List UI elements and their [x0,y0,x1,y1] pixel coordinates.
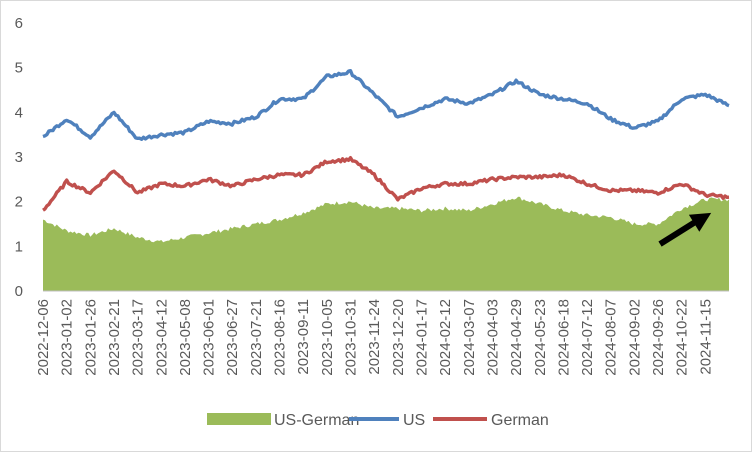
x-tick-label: 2024-08-07 [603,299,620,376]
legend-label: German [491,412,549,429]
x-tick-label: 2023-08-16 [272,299,289,376]
x-tick-label: 2024-05-23 [532,299,549,376]
legend-label: US [403,412,425,429]
x-tick-label: 2023-11-24 [366,299,383,375]
x-tick-label: 2023-10-05 [319,299,336,376]
legend-label: US-German [274,412,359,429]
x-tick-label: 2024-06-18 [555,299,572,376]
y-tick-label: 5 [15,60,23,77]
legend-item-german: German [433,412,549,429]
x-tick-label: 2024-04-03 [484,299,501,376]
y-tick-label: 2 [15,194,23,211]
legend-swatch [207,413,271,425]
series-area-us-german [43,196,729,291]
area-layer [43,196,729,291]
x-tick-label: 2024-02-12 [437,299,454,376]
x-tick-label: 2023-02-21 [106,299,123,376]
x-tick-label: 2023-07-21 [248,299,265,376]
x-tick-label: 2024-01-17 [413,299,430,376]
y-tick-label: 1 [15,238,23,255]
y-tick-label: 4 [15,104,23,121]
x-tick-label: 2023-12-20 [390,299,407,376]
x-tick-label: 2024-09-02 [626,299,643,376]
x-tick-label: 2023-03-17 [130,299,147,376]
y-tick-label: 3 [15,149,23,166]
y-tick-label: 6 [15,15,23,32]
x-tick-label: 2023-10-31 [343,299,360,376]
y-tick-label: 0 [15,283,23,300]
x-tick-label: 2024-04-29 [508,299,525,376]
x-tick-label: 2023-05-08 [177,299,194,376]
y-tick-labels: 0 1 2 3 4 5 6 [15,15,23,300]
x-tick-label: 2024-11-15 [697,299,714,375]
x-tick-label: 2023-01-02 [59,299,76,376]
series-line-german [42,156,730,212]
legend: US-German US German [207,412,549,429]
x-tick-label: 2023-06-27 [224,299,241,376]
x-tick-label: 2023-09-11 [295,299,312,375]
arrow-shaft [658,218,699,247]
legend-item-us: US [349,412,425,429]
x-tick-label: 2023-01-26 [82,299,99,376]
arrow-head [688,212,712,232]
arrow-annotation [658,212,712,247]
x-tick-label: 2024-03-07 [461,299,478,376]
x-tick-label: 2024-07-12 [579,299,596,376]
x-tick-label: 2023-04-12 [153,299,170,376]
x-tick-labels: 2022-12-06 2023-01-02 2023-01-26 2023-02-21… [35,299,714,376]
line-layer [42,69,730,212]
legend-item-us-german: US-German [207,412,359,429]
series-line-us [42,69,730,141]
x-tick-label: 2024-10-22 [674,299,691,376]
x-tick-label: 2023-06-01 [201,299,218,376]
x-tick-label: 2022-12-06 [35,299,52,376]
x-tick-label: 2024-09-26 [650,299,667,376]
